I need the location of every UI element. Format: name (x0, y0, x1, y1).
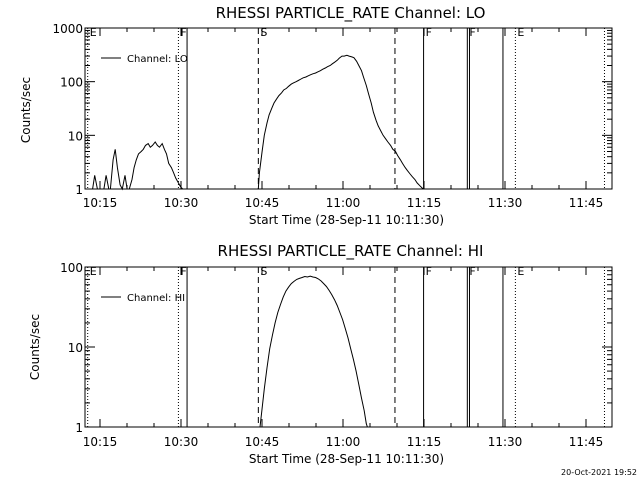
x-tick-label: 10:15 (83, 196, 118, 210)
x-axis-title: Start Time (28-Sep-11 10:11:30) (249, 213, 444, 227)
series-line (257, 54, 424, 190)
y-tick-label: 100 (60, 261, 83, 275)
x-tick-label: 11:45 (569, 435, 604, 449)
flag-marker-label: S (260, 265, 267, 278)
flag-marker-label: F (426, 265, 432, 278)
x-tick-label: 11:30 (488, 196, 523, 210)
x-tick-label: 11:15 (407, 196, 442, 210)
flag-marker-label: F (469, 265, 475, 278)
series-line (259, 275, 368, 428)
flag-marker-label: F (469, 26, 475, 39)
chart-title: RHESSI PARTICLE_RATE Channel: LO (216, 4, 486, 23)
x-tick-label: 10:15 (83, 435, 118, 449)
footer-timestamp: 20-Oct-2021 19:52 (561, 468, 637, 477)
flag-marker-label: S (260, 26, 267, 39)
plot-frame (84, 27, 613, 190)
flag-marker-label: F (426, 26, 432, 39)
y-axis-title: Counts/sec (19, 77, 33, 143)
flag-marker-label: E (90, 26, 97, 39)
series-line (92, 175, 98, 190)
x-tick-label: 10:30 (164, 196, 199, 210)
x-tick-label: 11:45 (569, 196, 604, 210)
x-tick-label: 11:00 (326, 435, 361, 449)
y-tick-label: 1000 (52, 22, 83, 36)
y-tick-label: 1 (75, 183, 83, 197)
flag-marker-label: E (90, 265, 97, 278)
chart-title: RHESSI PARTICLE_RATE Channel: HI (218, 242, 484, 261)
legend-label: Channel: HI (127, 293, 185, 304)
x-tick-label: 11:30 (488, 435, 523, 449)
series-line (103, 175, 110, 190)
y-tick-label: 1 (75, 421, 83, 435)
y-tick-label: 100 (60, 76, 83, 90)
legend-label: Channel: LO (127, 54, 188, 65)
flag-marker-label: F (180, 265, 186, 278)
x-tick-label: 11:15 (407, 435, 442, 449)
x-tick-label: 10:45 (245, 435, 280, 449)
y-axis-title: Counts/sec (28, 314, 42, 380)
flag-marker-label: E (517, 26, 524, 39)
panel-channel-lo: RHESSI PARTICLE_RATE Channel: LO 1 10 100 10… (19, 4, 613, 227)
x-tick-label: 11:00 (326, 196, 361, 210)
x-tick-label: 10:45 (245, 196, 280, 210)
flag-marker-label: F (180, 26, 186, 39)
panel-channel-hi: RHESSI PARTICLE_RATE Channel: HI 1 10 100 Co… (28, 242, 613, 466)
x-axis-title: Start Time (28-Sep-11 10:11:30) (249, 452, 444, 466)
y-tick-label: 10 (68, 129, 83, 143)
series-line (128, 141, 184, 190)
y-tick-label: 10 (68, 341, 83, 355)
flag-marker-label: E (517, 265, 524, 278)
series-line (109, 149, 128, 191)
x-tick-label: 10:30 (164, 435, 199, 449)
